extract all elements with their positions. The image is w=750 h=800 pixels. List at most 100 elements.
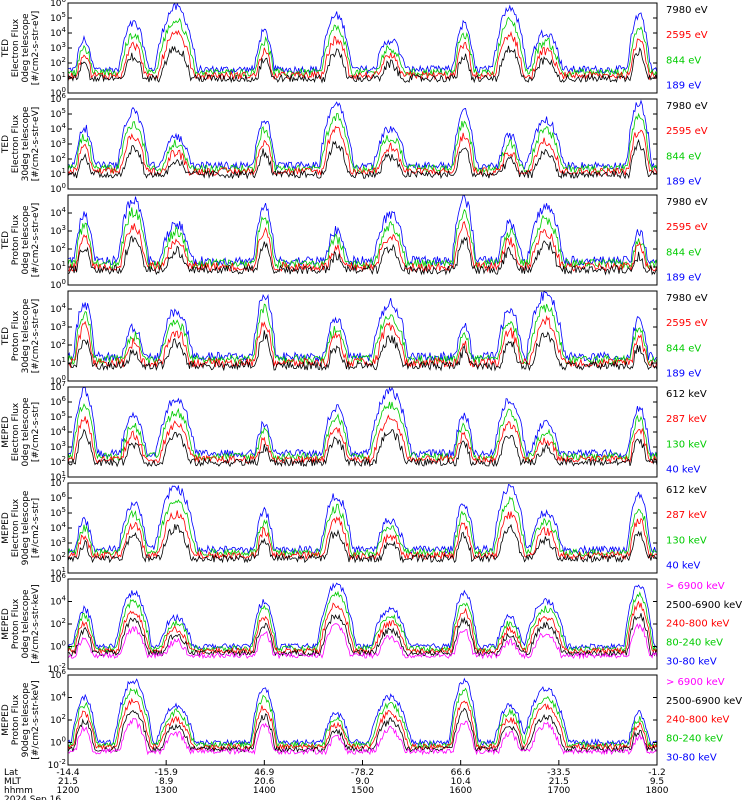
x-tick-label: -14.4 — [56, 768, 80, 778]
legend-entry: 130 keV — [666, 535, 707, 546]
y-tick-label: 103 — [50, 137, 66, 150]
y-tick-label: 104 — [50, 595, 66, 608]
series-30-80-kev — [68, 677, 657, 747]
series-612-kev — [68, 523, 657, 564]
y-tick-label: 104 — [50, 521, 66, 534]
series-2595-ev — [68, 29, 657, 81]
y-tick-label: 102 — [50, 551, 66, 564]
series-7980-ev — [68, 45, 657, 84]
series-40-kev — [68, 387, 657, 459]
y-tick-label: 104 — [50, 206, 66, 219]
y-tick-label: 102 — [50, 338, 66, 351]
legend-entry: > 6900 keV — [666, 581, 725, 592]
series-844-ev — [68, 303, 657, 366]
panel-frame — [67, 2, 658, 94]
y-tick-label: 102 — [50, 152, 66, 165]
series-2595-ev — [68, 125, 657, 177]
y-tick-label: 104 — [50, 691, 66, 704]
legend-entry: 2595 eV — [666, 30, 708, 41]
legend-entry: 189 eV — [666, 272, 701, 283]
panel-7-traces — [68, 582, 657, 660]
legend-entry: 40 keV — [666, 560, 700, 571]
y-tick-label: 102 — [50, 56, 66, 69]
y-tick-label: 103 — [50, 224, 66, 237]
series-287-kev — [68, 510, 657, 561]
x-tick-label: 1300 — [155, 786, 178, 796]
x-row-label: MLT — [4, 777, 22, 787]
x-tick-label: 1500 — [351, 786, 374, 796]
y-tick-label: 103 — [50, 41, 66, 54]
y-tick-label: 100 — [50, 640, 66, 653]
panel-3: 100 101 102 103 104 TEDProton Flux0deg telesc… — [1, 194, 708, 291]
panel-3-traces — [68, 195, 657, 276]
y-tick-label: 104 — [50, 425, 66, 438]
series-2500-6900-kev — [68, 707, 657, 754]
panel-4-traces — [68, 291, 657, 372]
series-189-ev — [68, 291, 657, 363]
legend-entry: 30-80 keV — [666, 656, 717, 667]
y-tick-label: 100 — [50, 736, 66, 749]
legend-entry: 189 eV — [666, 368, 701, 379]
y-axis-label: TEDElectron Flux0deg telescope[#/cm2-s-s… — [1, 11, 41, 86]
series-189-ev — [68, 99, 657, 171]
legend-entry: 40 keV — [666, 464, 700, 475]
panel-8-traces — [68, 677, 657, 756]
x-tick-label: 21.5 — [549, 777, 569, 787]
y-tick-label: 101 — [50, 167, 66, 180]
x-tick-label: 1400 — [253, 786, 276, 796]
panel-frame — [67, 386, 658, 478]
y-tick-label: 103 — [50, 440, 66, 453]
series-612-kev — [68, 428, 657, 468]
series-844-ev — [68, 16, 657, 78]
series-7980-ev — [68, 330, 657, 372]
series--6900-kev — [68, 623, 657, 660]
y-axis-label: MEPEDProton Flux0deg telescope[#/cm2-s-s… — [1, 584, 41, 663]
panel-1-traces — [68, 3, 657, 84]
series--6900-kev — [68, 717, 657, 756]
series-130-kev — [68, 496, 657, 558]
legend-entry: 844 eV — [666, 343, 701, 354]
legend-entry: 844 eV — [666, 151, 701, 162]
legend-entry: 844 eV — [666, 247, 701, 258]
y-axis-label: MEPEDElectron Flux90deg telescope[#/cm2-… — [1, 490, 41, 565]
series-7980-ev — [68, 235, 657, 276]
legend-entry: 7980 eV — [666, 197, 708, 208]
panel-2-traces — [68, 99, 657, 180]
series-30-80-kev — [68, 582, 657, 651]
y-axis-label: TEDProton Flux30deg telescope[#/cm2-s-st… — [1, 298, 41, 373]
x-tick-label: 46.9 — [254, 768, 274, 778]
series-80-240-kev — [68, 590, 657, 653]
y-tick-label: 100 — [50, 182, 66, 195]
y-tick-label: 101 — [50, 71, 66, 84]
series-7980-ev — [68, 138, 657, 180]
y-tick-label: 103 — [50, 320, 66, 333]
series-80-240-kev — [68, 687, 657, 749]
y-tick-label: 104 — [50, 302, 66, 315]
y-tick-label: 105 — [50, 506, 66, 519]
panel-frame — [67, 290, 658, 382]
x-tick-label: 8.9 — [159, 777, 174, 787]
legend-entry: 130 keV — [666, 439, 707, 450]
legend-entry: > 6900 keV — [666, 677, 725, 688]
series-2500-6900-kev — [68, 613, 657, 658]
series-287-kev — [68, 414, 657, 465]
y-tick-label: 103 — [50, 536, 66, 549]
legend-entry: 2500-6900 keV — [666, 696, 742, 707]
legend-entry: 189 eV — [666, 176, 701, 187]
legend-entry: 7980 eV — [666, 101, 708, 112]
series-844-ev — [68, 207, 657, 270]
y-axis-label: TEDElectron Flux30deg telescope[#/cm2-s-… — [1, 106, 41, 181]
x-tick-label: 1800 — [646, 786, 669, 796]
x-tick-label: 1700 — [547, 786, 570, 796]
y-tick-label: 101 — [50, 260, 66, 273]
y-tick-label: 105 — [50, 107, 66, 120]
legend-entry: 80-240 keV — [666, 734, 723, 745]
legend-entry: 2500-6900 keV — [666, 600, 742, 611]
y-axis-label: TEDProton Flux0deg telescope[#/cm2-s-str… — [1, 203, 41, 278]
y-tick-label: 102 — [50, 455, 66, 468]
x-tick-label: 9.0 — [355, 777, 370, 787]
series-189-ev — [68, 195, 657, 267]
